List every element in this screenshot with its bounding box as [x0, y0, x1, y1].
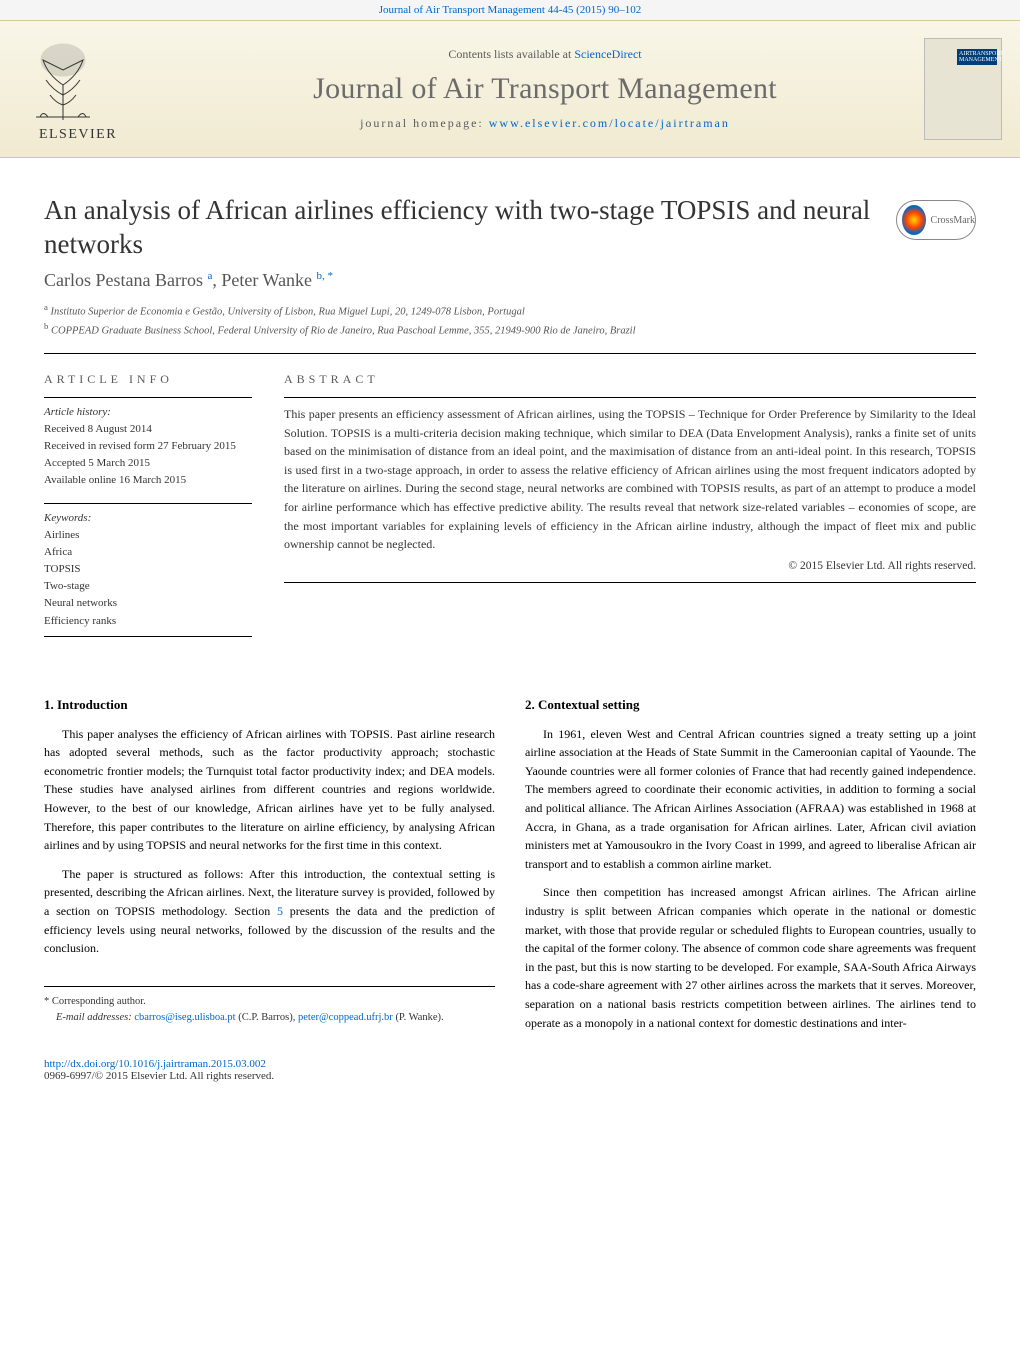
sciencedirect-link[interactable]: ScienceDirect [574, 47, 641, 61]
revised-date: Received in revised form 27 February 201… [44, 438, 252, 455]
doi-link[interactable]: http://dx.doi.org/10.1016/j.jairtraman.2… [44, 1058, 266, 1070]
abstract-column: ABSTRACT This paper presents an efficien… [274, 372, 976, 651]
intro-p2: The paper is structured as follows: Afte… [44, 865, 495, 958]
contents-available-line: Contents lists available at ScienceDirec… [166, 47, 924, 62]
affiliations: a Instituto Superior de Economia e Gestã… [0, 301, 1020, 354]
corresponding-author-note: * Corresponding author. [44, 994, 495, 1010]
banner-center: Contents lists available at ScienceDirec… [166, 47, 924, 131]
article-title-row: An analysis of African airlines efficien… [0, 178, 1020, 270]
affiliation-b: COPPEAD Graduate Business School, Federa… [51, 325, 636, 336]
elsevier-logo: ELSEVIER [18, 35, 138, 143]
abstract-text: This paper presents an efficiency assess… [284, 397, 976, 554]
left-column: 1. Introduction This paper analyses the … [44, 695, 495, 1043]
crossmark-label: CrossMark [931, 215, 975, 226]
article-info-heading: ARTICLE INFO [44, 372, 252, 387]
author-2: , Peter Wanke [212, 270, 316, 290]
footnotes: * Corresponding author. E-mail addresses… [44, 986, 495, 1026]
journal-cover-thumbnail: AIRTRANSPORT MANAGEMENT [924, 38, 1002, 140]
info-abstract-row: ARTICLE INFO Article history: Received 8… [44, 353, 976, 651]
keyword: TOPSIS [44, 561, 252, 578]
elsevier-tree-icon [18, 35, 108, 125]
keyword: Efficiency ranks [44, 613, 252, 630]
article-info-column: ARTICLE INFO Article history: Received 8… [44, 372, 274, 651]
authors-line: Carlos Pestana Barros a, Peter Wanke b, … [0, 270, 1020, 291]
keywords-block: Keywords: Airlines Africa TOPSIS Two-sta… [44, 503, 252, 636]
author-1: Carlos Pestana Barros [44, 270, 207, 290]
email-1-link[interactable]: cbarros@iseg.ulisboa.pt [134, 1012, 235, 1023]
journal-homepage-line: journal homepage: www.elsevier.com/locat… [166, 116, 924, 131]
section-divider [44, 663, 976, 683]
cover-badge: AIRTRANSPORT MANAGEMENT [957, 49, 997, 65]
article-title: An analysis of African airlines efficien… [44, 194, 878, 262]
affiliation-a: Instituto Superior de Economia e Gestão,… [51, 306, 525, 317]
crossmark-icon [902, 205, 926, 235]
crossmark-badge[interactable]: CrossMark [896, 200, 976, 240]
intro-p1: This paper analyses the efficiency of Af… [44, 725, 495, 855]
abstract-copyright: © 2015 Elsevier Ltd. All rights reserved… [284, 560, 976, 572]
journal-banner: ELSEVIER Contents lists available at Sci… [0, 20, 1020, 158]
homepage-link[interactable]: www.elsevier.com/locate/jairtraman [489, 116, 730, 130]
email-addresses-line: E-mail addresses: cbarros@iseg.ulisboa.p… [44, 1010, 495, 1026]
citation-header: Journal of Air Transport Management 44-4… [0, 0, 1020, 20]
homepage-prefix: journal homepage: [360, 116, 489, 130]
email-2-link[interactable]: peter@coppead.ufrj.br [298, 1012, 393, 1023]
journal-title: Journal of Air Transport Management [166, 72, 924, 106]
email-2-owner: (P. Wanke). [393, 1012, 444, 1023]
citation-link[interactable]: Journal of Air Transport Management 44-4… [379, 4, 641, 16]
article-history-block: Article history: Received 8 August 2014 … [44, 397, 252, 489]
publisher-name: ELSEVIER [18, 127, 138, 143]
keyword: Two-stage [44, 578, 252, 595]
online-date: Available online 16 March 2015 [44, 472, 252, 489]
received-date: Received 8 August 2014 [44, 421, 252, 438]
abstract-heading: ABSTRACT [284, 372, 976, 387]
keywords-label: Keywords: [44, 510, 252, 527]
contents-prefix: Contents lists available at [448, 47, 574, 61]
email-1-owner: (C.P. Barros), [236, 1012, 298, 1023]
email-label: E-mail addresses: [56, 1012, 134, 1023]
keyword: Africa [44, 544, 252, 561]
body-columns: 1. Introduction This paper analyses the … [0, 695, 1020, 1043]
page-footer: http://dx.doi.org/10.1016/j.jairtraman.2… [0, 1042, 1020, 1106]
right-column: 2. Contextual setting In 1961, eleven We… [525, 695, 976, 1043]
context-p1: In 1961, eleven West and Central African… [525, 725, 976, 874]
keyword: Airlines [44, 527, 252, 544]
author-2-sup[interactable]: b, * [317, 270, 334, 282]
section-2-heading: 2. Contextual setting [525, 695, 976, 715]
issn-copyright: 0969-6997/© 2015 Elsevier Ltd. All right… [44, 1070, 976, 1082]
section-1-heading: 1. Introduction [44, 695, 495, 715]
cover-badge-line2: MANAGEMENT [959, 57, 995, 63]
accepted-date: Accepted 5 March 2015 [44, 455, 252, 472]
context-p2: Since then competition has increased amo… [525, 883, 976, 1032]
keyword: Neural networks [44, 595, 252, 612]
history-label: Article history: [44, 404, 252, 421]
